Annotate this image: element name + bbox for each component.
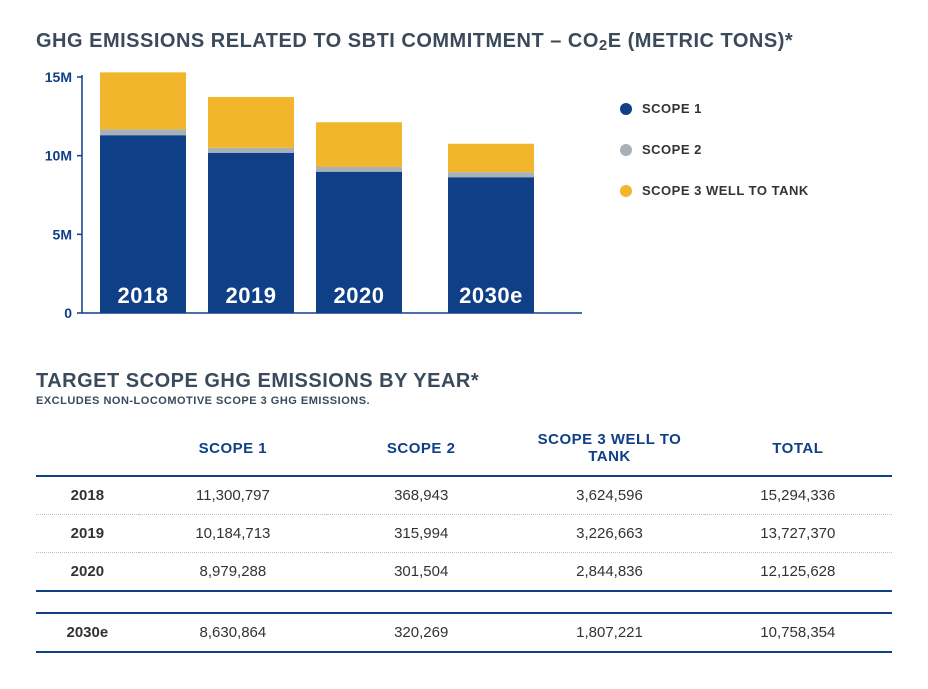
cell-value: 10,758,354 [704,613,892,652]
emissions-table: SCOPE 1SCOPE 2SCOPE 3 WELL TO TANKTOTAL … [36,421,892,653]
cell-value: 8,630,864 [139,613,327,652]
cell-year: 2018 [36,476,139,515]
bar-scope3 [208,97,294,148]
cell-value: 10,184,713 [139,515,327,553]
bar-scope2 [100,129,186,135]
legend-label: SCOPE 2 [642,142,702,157]
legend-swatch [620,103,632,115]
table-row: 20208,979,288301,5042,844,83612,125,628 [36,553,892,592]
legend-item-scope2: SCOPE 2 [620,142,809,157]
svg-text:0: 0 [64,305,72,321]
bar-year-label: 2020 [334,283,385,308]
col-scope-1: SCOPE 1 [139,421,327,476]
legend-item-scope3: SCOPE 3 WELL TO TANK [620,183,809,198]
bar-scope3 [100,72,186,129]
chart-title-sub: 2 [599,37,608,54]
col-total: TOTAL [704,421,892,476]
chart-legend: SCOPE 1 SCOPE 2 SCOPE 3 WELL TO TANK [620,71,809,198]
chart-svg-holder: 0 5M 10M 15M 2018 2019 2020 2030e [36,71,596,336]
cell-value: 315,994 [327,515,515,553]
bar-year-label: 2019 [226,283,277,308]
cell-value: 320,269 [327,613,515,652]
bar-year-label: 2018 [118,283,169,308]
table-row: 2030e8,630,864320,2691,807,22110,758,354 [36,613,892,652]
col-scope-3-well-to-tank: SCOPE 3 WELL TO TANK [515,421,703,476]
cell-year: 2030e [36,613,139,652]
table-title: TARGET SCOPE GHG EMISSIONS BY YEAR* [36,370,892,393]
col-year [36,421,139,476]
legend-label: SCOPE 3 WELL TO TANK [642,183,809,198]
table-row: 201910,184,713315,9943,226,66313,727,370 [36,515,892,553]
table-header: SCOPE 1SCOPE 2SCOPE 3 WELL TO TANKTOTAL [36,421,892,476]
cell-value: 3,624,596 [515,476,703,515]
cell-value: 3,226,663 [515,515,703,553]
cell-value: 301,504 [327,553,515,592]
cell-year: 2019 [36,515,139,553]
chart-title-pre: GHG EMISSIONS RELATED TO SBTi COMMITMENT… [36,30,599,52]
bar-scope2 [208,148,294,153]
bar-year-label: 2030e [459,283,523,308]
svg-text:15M: 15M [45,71,72,85]
bar-scope3 [448,144,534,172]
bar-scope2 [316,167,402,172]
legend-item-scope1: SCOPE 1 [620,101,809,116]
cell-value: 1,807,221 [515,613,703,652]
svg-text:10M: 10M [45,148,72,164]
legend-swatch [620,185,632,197]
cell-year: 2020 [36,553,139,592]
bar-scope3 [316,122,402,167]
cell-value: 368,943 [327,476,515,515]
table-subtitle: EXCLUDES NON-LOCOMOTIVE SCOPE 3 GHG EMIS… [36,395,892,407]
cell-value: 15,294,336 [704,476,892,515]
chart-area: 05M10M15M2018201920202030e SCOPE 1SCOPE … [36,71,892,336]
table-body: 201811,300,797368,9433,624,59615,294,336… [36,476,892,652]
table-row: 201811,300,797368,9433,624,59615,294,336 [36,476,892,515]
legend-swatch [620,144,632,156]
stacked-bar-chart: 0 5M 10M 15M 2018 2019 2020 2030e [36,71,596,331]
cell-value: 8,979,288 [139,553,327,592]
svg-text:5M: 5M [53,226,72,242]
chart-title-post: e (METRIC TONS)* [608,30,793,52]
cell-value: 13,727,370 [704,515,892,553]
cell-value: 12,125,628 [704,553,892,592]
col-scope-2: SCOPE 2 [327,421,515,476]
cell-value: 11,300,797 [139,476,327,515]
chart-title: GHG EMISSIONS RELATED TO SBTi COMMITMENT… [36,30,892,53]
cell-value: 2,844,836 [515,553,703,592]
legend-label: SCOPE 1 [642,101,702,116]
bar-scope2 [448,172,534,177]
